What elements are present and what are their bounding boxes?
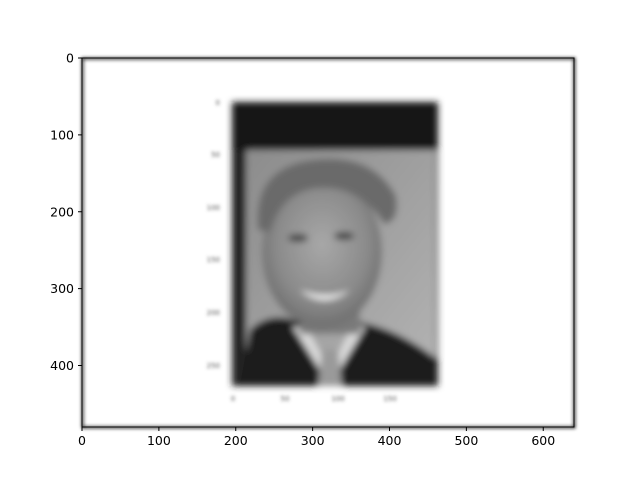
axes-frame [81, 57, 575, 428]
y-tick-label: 0 [66, 51, 74, 66]
embedded-xtick: 150 [383, 395, 396, 403]
x-tick-label: 0 [78, 433, 86, 448]
x-tick-label: 500 [454, 433, 478, 448]
embedded-xtick: 50 [281, 395, 290, 403]
x-tick-label: 100 [147, 433, 171, 448]
y-tick-label: 100 [50, 127, 74, 142]
embedded-ytick: 200 [207, 309, 220, 317]
y-axis: 0 100 200 300 400 [50, 51, 82, 373]
embedded-ytick: 50 [211, 151, 220, 159]
embedded-xtick: 100 [331, 395, 344, 403]
x-tick-label: 600 [531, 433, 555, 448]
dark-band [232, 102, 438, 150]
x-tick-label: 200 [224, 433, 248, 448]
embedded-xtick: 0 [231, 395, 235, 403]
embedded-axis: 0 50 100 150 200 250 0 50 100 150 [207, 99, 397, 403]
y-tick-label: 200 [50, 204, 74, 219]
embedded-ytick: 250 [207, 362, 220, 370]
y-tick-label: 300 [50, 281, 74, 296]
x-tick-label: 400 [378, 433, 402, 448]
plot-image: 0 50 100 150 200 250 0 50 100 150 [81, 57, 576, 429]
x-tick-label: 300 [301, 433, 325, 448]
x-axis: 0 100 200 300 400 500 600 [78, 427, 555, 448]
embedded-photo [232, 102, 438, 386]
y-tick-label: 400 [50, 358, 74, 373]
embedded-ytick: 150 [207, 256, 220, 264]
embedded-ytick: 0 [216, 99, 220, 107]
embedded-ytick: 100 [207, 204, 220, 212]
